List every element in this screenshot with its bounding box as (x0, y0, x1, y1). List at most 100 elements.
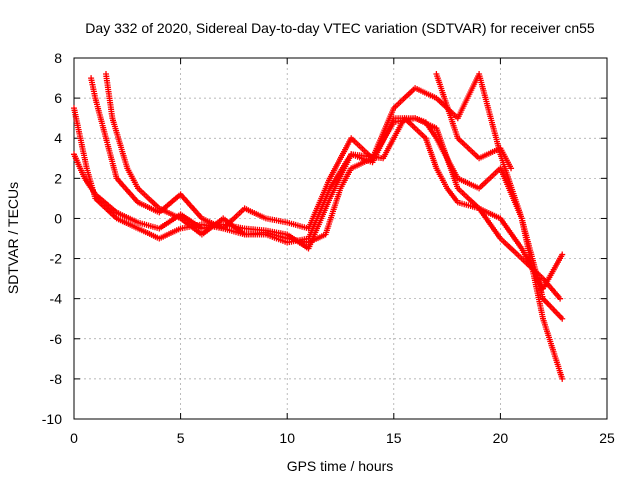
data-point-markers (103, 135, 120, 180)
data-point-markers (497, 145, 513, 170)
data-point-markers (177, 215, 204, 237)
x-tick-label: 25 (599, 430, 615, 446)
data-point-markers (262, 231, 289, 245)
data-point-markers (444, 185, 460, 204)
data-point-marker (557, 295, 564, 302)
data-point-markers (412, 115, 427, 125)
data-point-markers (284, 219, 310, 231)
data-point-markers (135, 225, 161, 241)
data-point-markers (92, 95, 109, 140)
y-tick-label: 6 (54, 90, 62, 106)
data-point-markers (305, 197, 332, 252)
data-point-markers (113, 209, 139, 225)
x-tick-label: 10 (279, 430, 295, 446)
data-point-marker (508, 165, 515, 172)
data-point-markers (262, 227, 289, 238)
y-tick-label: -10 (42, 411, 62, 427)
x-tick-label: 15 (386, 430, 402, 446)
data-point-markers (92, 195, 108, 210)
data-point-markers (540, 315, 565, 380)
data-point-markers (284, 235, 310, 246)
series-track-5 (433, 71, 515, 172)
data-point-markers (476, 146, 502, 162)
y-tick-label: 4 (54, 130, 62, 146)
data-point-markers (540, 295, 564, 321)
data-point-markers (476, 205, 502, 221)
data-point-markers (220, 215, 246, 237)
data-point-markers (177, 211, 204, 231)
data-point-markers (348, 151, 384, 161)
data-point-markers (156, 226, 182, 242)
data-point-markers (337, 167, 354, 192)
data-point-markers (540, 253, 565, 292)
data-point-marker (559, 251, 566, 258)
data-point-markers (71, 151, 87, 180)
data-point-markers (77, 135, 90, 170)
data-point-markers (497, 235, 524, 260)
data-point-markers (305, 177, 332, 232)
data-point-markers (433, 135, 460, 180)
data-point-markers (454, 199, 480, 211)
data-point-markers (113, 215, 139, 231)
data-point-markers (476, 71, 503, 156)
data-point-markers (422, 135, 439, 170)
y-tick-label: -2 (50, 251, 63, 267)
data-point-markers (422, 119, 439, 140)
data-point-markers (135, 199, 161, 215)
data-point-markers (241, 231, 267, 238)
data-point-markers (198, 216, 225, 238)
y-tick-label: 8 (54, 50, 62, 66)
data-point-marker (559, 315, 566, 322)
series-track-4 (103, 71, 566, 292)
data-point-markers (177, 191, 204, 220)
data-point-markers (476, 166, 502, 192)
data-point-markers (380, 117, 407, 162)
y-axis-label: SDTVAR / TECUs (5, 182, 21, 294)
y-tick-label: 0 (54, 210, 62, 226)
data-point-markers (433, 71, 461, 140)
data-point-markers (241, 225, 267, 234)
x-tick-label: 0 (70, 430, 78, 446)
data-point-markers (81, 175, 98, 196)
data-point-marker (559, 375, 566, 382)
data-point-markers (305, 187, 332, 242)
data-point-markers (241, 205, 267, 221)
data-point-markers (262, 215, 289, 226)
data-point-markers (71, 105, 83, 140)
data-point-markers (454, 135, 481, 160)
x-axis-label: GPS time / hours (287, 458, 394, 474)
data-point-markers (454, 73, 482, 122)
data-point-markers (326, 153, 353, 192)
data-point-markers (401, 115, 428, 140)
y-tick-label: -4 (50, 291, 63, 307)
data-point-markers (135, 219, 161, 231)
data-point-markers (92, 191, 118, 214)
plot-frame (73, 57, 608, 420)
data-point-markers (322, 187, 343, 238)
data-point-markers (518, 245, 545, 290)
data-point-markers (412, 85, 438, 101)
data-point-markers (109, 115, 130, 170)
y-tick-label: -8 (50, 371, 63, 387)
data-point-markers (326, 137, 354, 182)
data-point-markers (454, 175, 481, 191)
data-point-markers (497, 151, 524, 220)
data-point-markers (433, 165, 449, 190)
series-track-3 (88, 71, 566, 322)
x-tick-label: 20 (493, 430, 509, 446)
x-tick-label: 5 (177, 430, 185, 446)
data-point-markers (113, 175, 140, 204)
y-tick-label: 2 (54, 170, 62, 186)
data-points (71, 71, 566, 382)
data-point-markers (124, 165, 140, 190)
chart-title: Day 332 of 2020, Sidereal Day-to-day VTE… (85, 20, 595, 36)
axis-ticks: 0 5 10 15 20 25 -10 -8 -6 -4 -2 0 2 4 6 8 (42, 50, 615, 446)
data-point-markers (497, 215, 524, 250)
y-tick-label: -6 (50, 331, 63, 347)
data-point-markers (103, 205, 119, 220)
data-point-markers (454, 185, 481, 210)
data-point-markers (135, 185, 161, 210)
data-point-markers (390, 86, 417, 112)
data-point-markers (103, 71, 116, 119)
